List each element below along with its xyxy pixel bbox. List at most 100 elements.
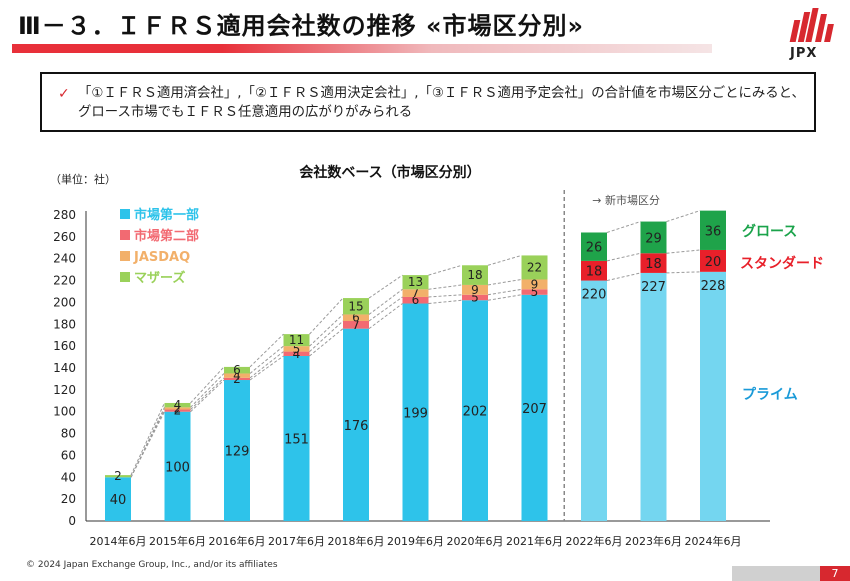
- bar-segment: [640, 221, 667, 254]
- y-tick-label: 220: [53, 274, 76, 288]
- data-label: 151: [284, 432, 309, 447]
- x-tick-label: 2022年6月: [566, 534, 623, 548]
- connector-line: [309, 328, 344, 357]
- chart-title: 会社数ベース（市場区分別）: [299, 164, 480, 181]
- bar-segment: [581, 280, 607, 521]
- bar-segment: [283, 351, 310, 356]
- x-tick-label: 2018年6月: [328, 534, 385, 548]
- connector-line: [606, 221, 641, 233]
- connector-line: [190, 379, 225, 413]
- bar-segment: [640, 253, 667, 273]
- bar-segment: [164, 411, 191, 521]
- bar-segment: [224, 373, 250, 378]
- data-label: 6: [352, 311, 360, 325]
- data-label: 7: [352, 318, 360, 332]
- x-tick-label: 2017年6月: [268, 534, 325, 548]
- x-tick-label: 2021年6月: [506, 534, 563, 548]
- data-label: 40: [110, 493, 127, 508]
- connector-line: [606, 252, 641, 262]
- connector-line: [249, 355, 284, 381]
- data-label: 202: [463, 405, 488, 420]
- bar-segment: [105, 477, 131, 521]
- data-label: 228: [701, 279, 726, 294]
- legend-label: マザーズ: [134, 270, 185, 286]
- data-label: 2: [114, 469, 122, 483]
- check-icon: ✓: [58, 86, 70, 102]
- data-label: 4: [174, 398, 182, 412]
- data-label: 36: [705, 224, 722, 239]
- connector-line: [249, 345, 284, 374]
- connector-line: [190, 366, 225, 404]
- bar-segment: [462, 284, 488, 295]
- y-tick-label: 240: [53, 252, 76, 266]
- series-label-prime: プライム: [742, 387, 798, 403]
- bar-segment: [224, 366, 250, 374]
- data-label: 20: [705, 255, 722, 270]
- x-tick-label: 2016年6月: [209, 534, 266, 548]
- bar-segment: [581, 260, 607, 281]
- connector-line: [249, 333, 284, 368]
- series-label-growth: グロース: [742, 223, 797, 240]
- y-tick-label: 60: [61, 448, 76, 462]
- unit-label: （単位：社）: [50, 172, 116, 186]
- bar-segment: [462, 294, 488, 301]
- y-tick-label: 160: [53, 339, 76, 353]
- connector-line: [428, 284, 463, 290]
- data-label: 6: [233, 363, 241, 377]
- data-label: 4: [293, 347, 301, 361]
- connector-line: [428, 299, 463, 305]
- bar-segment: [164, 409, 191, 412]
- bar-segment: [402, 289, 429, 297]
- legend-label: JASDAQ: [133, 250, 190, 265]
- y-tick-label: 80: [61, 427, 76, 441]
- bar-segment: [402, 275, 429, 290]
- legend-swatch: [120, 230, 130, 240]
- y-tick-label: 20: [61, 492, 76, 506]
- bar-segment: [581, 232, 607, 261]
- legend-swatch: [120, 251, 130, 261]
- bar-segment: [521, 279, 548, 290]
- bar-segment: [462, 265, 488, 285]
- legend-label: 市場第二部: [134, 228, 199, 244]
- x-tick-label: 2020年6月: [447, 534, 504, 548]
- connector-line: [368, 296, 403, 322]
- title-underline: [12, 44, 712, 53]
- connector-line: [487, 288, 522, 296]
- connector-line: [130, 402, 165, 476]
- x-tick-label: 2019年6月: [387, 534, 444, 548]
- bar-segment: [402, 296, 429, 304]
- connector-line: [666, 210, 701, 223]
- bar-segment: [224, 377, 250, 381]
- legend-swatch: [120, 209, 130, 219]
- data-label: 2: [174, 401, 182, 415]
- bar-segment: [105, 475, 131, 478]
- data-label: 2: [174, 404, 182, 418]
- bar-segment: [700, 249, 726, 272]
- jpx-logo-text: JPX: [790, 46, 818, 61]
- data-label: 15: [348, 299, 363, 313]
- x-tick-label: 2015年6月: [149, 534, 206, 548]
- connector-line: [368, 303, 403, 330]
- data-label: 100: [165, 460, 190, 475]
- legend-swatch: [120, 272, 130, 282]
- connector-line: [666, 271, 701, 274]
- data-label: 7: [412, 286, 420, 300]
- y-tick-label: 40: [61, 470, 76, 484]
- connector-line: [368, 274, 403, 299]
- connector-line: [606, 272, 641, 282]
- data-label: 5: [471, 291, 479, 305]
- data-label: 2: [233, 372, 241, 386]
- summary-box: ✓ 「①ＩＦＲＳ適用済会社」,「②ＩＦＲＳ適用決定会社」,「③ＩＦＲＳ適用予定会…: [40, 72, 816, 132]
- data-label: 9: [531, 277, 539, 291]
- data-label: 18: [467, 268, 482, 282]
- data-label: 11: [289, 333, 304, 347]
- connector-line: [249, 351, 284, 379]
- x-tick-label: 2024年6月: [685, 534, 742, 548]
- bar-segment: [343, 314, 369, 322]
- summary-text: 「①ＩＦＲＳ適用済会社」,「②ＩＦＲＳ適用決定会社」,「③ＩＦＲＳ適用予定会社」…: [78, 86, 805, 120]
- bar-segment: [283, 355, 310, 521]
- data-label: 220: [582, 288, 607, 303]
- data-label: 176: [344, 419, 369, 434]
- data-label: 4: [233, 369, 241, 383]
